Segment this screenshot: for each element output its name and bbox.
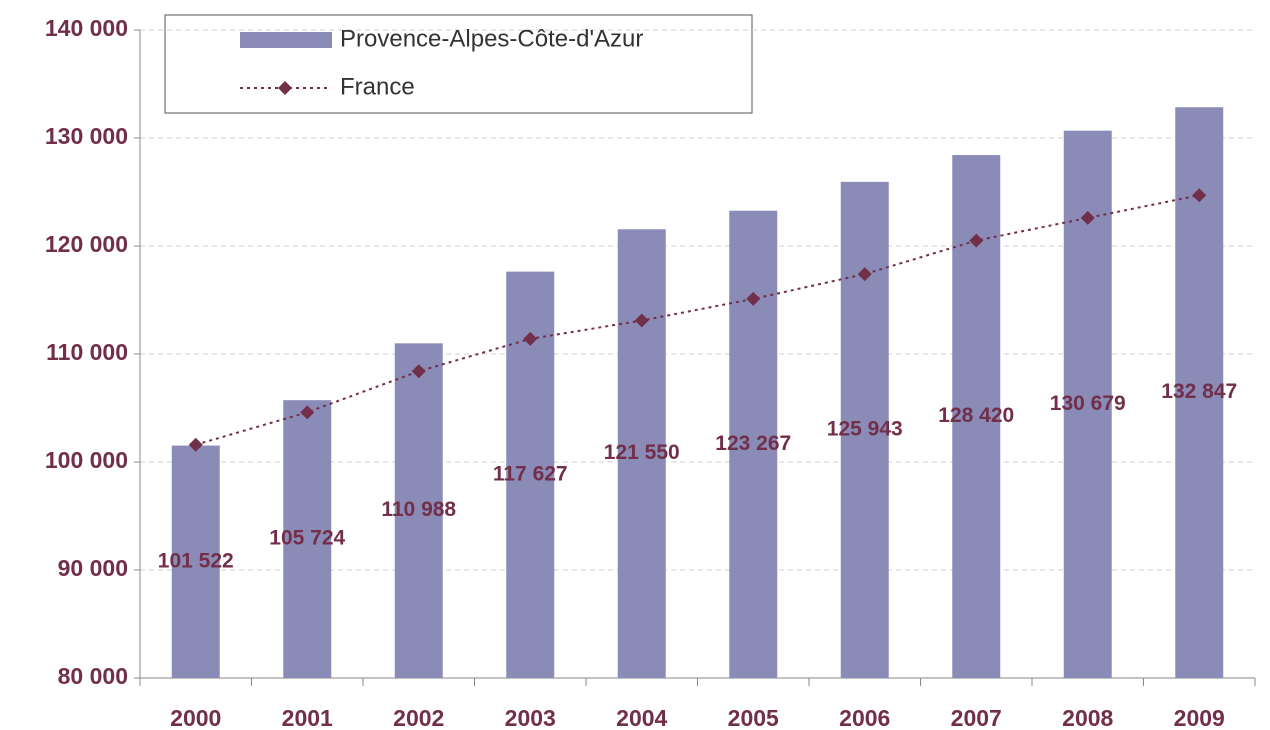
bar: [283, 400, 332, 678]
bar: [840, 181, 889, 678]
marker: [411, 364, 426, 379]
marker: [1080, 210, 1095, 225]
value-label: 105 724: [269, 527, 345, 550]
y-tick-label: 120 000: [45, 231, 128, 257]
bar: [394, 343, 443, 678]
marker: [523, 331, 538, 346]
value-label: 123 267: [715, 432, 791, 455]
y-tick-label: 110 000: [46, 339, 128, 365]
x-tick-label: 2001: [282, 705, 333, 730]
bar: [729, 210, 778, 678]
x-tick-label: 2009: [1174, 705, 1225, 730]
marker: [1192, 188, 1207, 203]
x-tick-label: 2003: [505, 705, 556, 730]
line: [195, 194, 1200, 446]
y-tick-label: 130 000: [45, 123, 128, 149]
legend-box: [164, 14, 753, 114]
x-tick-label: 2008: [1062, 705, 1113, 730]
bar: [617, 229, 666, 678]
y-tick-label: 80 000: [58, 663, 128, 689]
marker: [300, 405, 315, 420]
bar: [171, 445, 220, 678]
value-label: 130 679: [1050, 392, 1126, 415]
marker: [857, 267, 872, 282]
value-label: 117 627: [493, 462, 568, 485]
value-label: 128 420: [938, 404, 1014, 427]
value-label: 110 988: [381, 498, 456, 521]
marker: [188, 437, 203, 452]
legend-label: France: [340, 73, 415, 100]
marker: [746, 291, 761, 306]
x-tick-label: 2002: [393, 705, 444, 730]
legend-swatch: [240, 32, 332, 48]
legend-marker: [278, 81, 292, 95]
value-label: 101 522: [158, 549, 234, 572]
y-tick-label: 100 000: [45, 447, 128, 473]
x-tick-label: 2005: [728, 705, 779, 730]
x-tick-label: 2000: [170, 705, 221, 730]
marker: [969, 233, 984, 248]
y-tick-label: 140 000: [45, 15, 128, 41]
value-label: 125 943: [827, 417, 903, 440]
value-label: 132 847: [1161, 380, 1237, 403]
y-tick-label: 90 000: [58, 555, 128, 581]
marker: [634, 313, 649, 328]
x-tick-label: 2004: [616, 705, 667, 730]
x-tick-label: 2007: [951, 705, 1002, 730]
legend-label: Provence-Alpes-Côte-d'Azur: [340, 25, 643, 52]
bar: [1175, 107, 1224, 679]
value-label: 121 550: [604, 441, 680, 464]
x-tick-label: 2006: [839, 705, 890, 730]
